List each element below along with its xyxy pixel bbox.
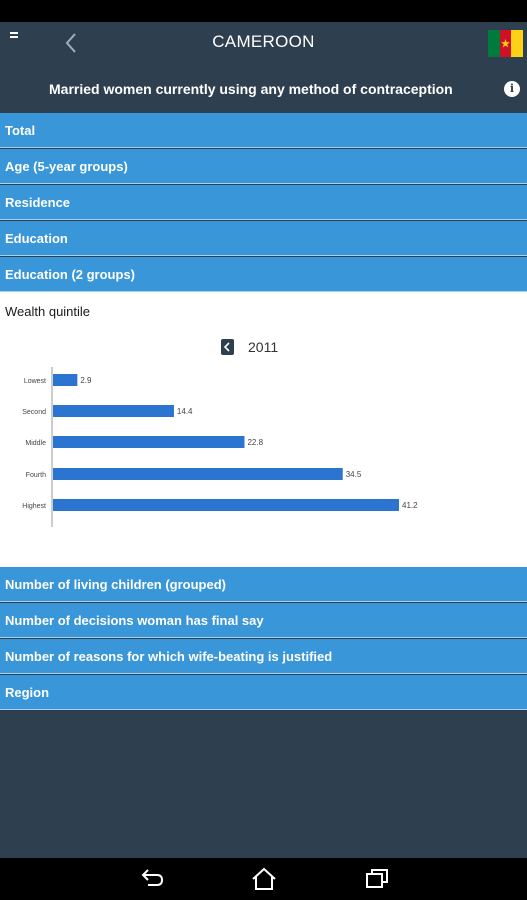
chart-value-label: 34.5 bbox=[346, 470, 362, 479]
section-wife-beating[interactable]: Number of reasons for which wife-beating… bbox=[0, 639, 527, 674]
chart-category-label: Highest bbox=[22, 503, 46, 510]
section-label: Number of reasons for which wife-beating… bbox=[5, 649, 333, 664]
status-bar bbox=[0, 0, 527, 22]
section-label: Age (5-year groups) bbox=[5, 159, 128, 174]
info-icon[interactable]: i bbox=[504, 81, 520, 97]
chart-bar bbox=[53, 436, 245, 448]
section-label: Number of living children (grouped) bbox=[5, 577, 226, 592]
wealth-quintile-title[interactable]: Wealth quintile bbox=[5, 304, 91, 319]
chart-bar bbox=[53, 499, 399, 511]
section-education-2-groups[interactable]: Education (2 groups) bbox=[0, 257, 527, 292]
app-bar: CAMEROON bbox=[0, 22, 527, 64]
chart-category-label: Middle bbox=[25, 440, 46, 447]
chart-bar bbox=[53, 405, 174, 417]
section-living-children[interactable]: Number of living children (grouped) bbox=[0, 567, 527, 602]
section-region[interactable]: Region bbox=[0, 675, 527, 710]
chart-value-label: 2.9 bbox=[80, 376, 92, 385]
section-label: Total bbox=[5, 123, 36, 138]
chart-value-label: 41.2 bbox=[402, 501, 418, 510]
section-education[interactable]: Education bbox=[0, 221, 527, 256]
wealth-quintile-bar-chart: Lowest 2.9 Second 14.4 Middle 22.8 Fourth 34.5 H… bbox=[22, 367, 418, 527]
previous-year-button[interactable] bbox=[221, 339, 234, 355]
indicator-header: Married women currently using any method… bbox=[0, 72, 527, 108]
back-icon[interactable] bbox=[139, 867, 165, 891]
chart-category-label: Lowest bbox=[24, 378, 46, 385]
section-label: Education bbox=[5, 231, 68, 246]
section-residence[interactable]: Residence bbox=[0, 185, 527, 220]
section-label: Education (2 groups) bbox=[5, 267, 135, 282]
back-arrow-icon[interactable] bbox=[60, 28, 84, 58]
section-total[interactable]: Total bbox=[0, 113, 527, 148]
chart-value-label: 22.8 bbox=[247, 438, 263, 447]
chart-category-label: Fourth bbox=[26, 472, 46, 479]
section-age[interactable]: Age (5-year groups) bbox=[0, 149, 527, 184]
chart-bar bbox=[53, 374, 78, 386]
chart-value-label: 14.4 bbox=[177, 407, 193, 416]
section-label: Residence bbox=[5, 195, 71, 210]
recent-apps-icon[interactable] bbox=[364, 867, 390, 891]
cameroon-flag-icon bbox=[488, 30, 524, 57]
indicator-title: Married women currently using any method… bbox=[49, 81, 453, 97]
chart-bar bbox=[53, 468, 343, 480]
section-label: Region bbox=[5, 685, 50, 700]
home-icon[interactable] bbox=[251, 867, 277, 891]
section-decisions[interactable]: Number of decisions woman has final say bbox=[0, 603, 527, 638]
system-nav-bar bbox=[0, 858, 527, 900]
wealth-quintile-panel: Wealth quintile 2011 Lowest 2.9 Second 14.4… bbox=[0, 292, 527, 567]
year-label: 2011 bbox=[248, 339, 279, 355]
page-title: CAMEROON bbox=[212, 32, 315, 51]
chart-category-label: Second bbox=[22, 409, 46, 416]
menu-icon[interactable] bbox=[10, 32, 22, 44]
section-label: Number of decisions woman has final say bbox=[5, 613, 264, 628]
